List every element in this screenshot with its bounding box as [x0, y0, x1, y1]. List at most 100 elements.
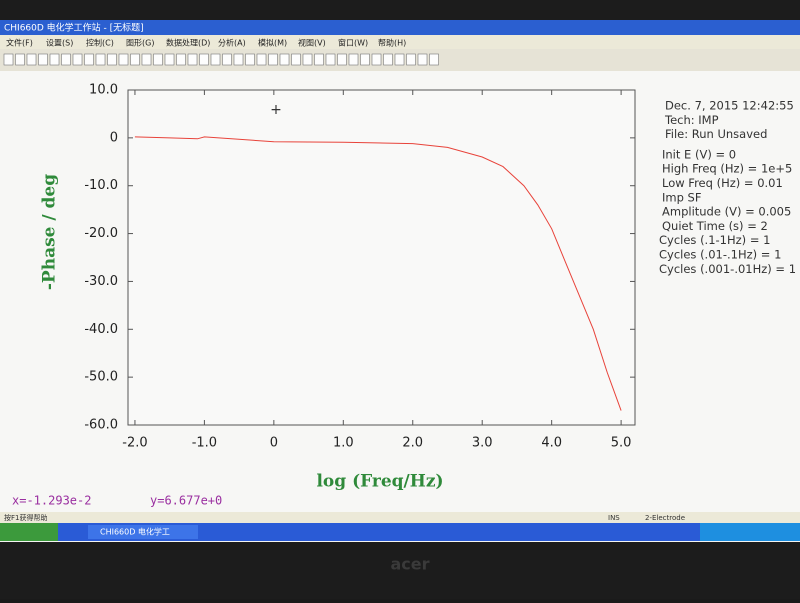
menu-item[interactable]: 控制(C): [86, 38, 114, 48]
tool-icon: [371, 53, 382, 66]
x-tick-label: 4.0: [541, 436, 562, 451]
tool-icon: [394, 53, 405, 66]
tool-icon: [360, 53, 370, 66]
tool-icon: [72, 53, 83, 66]
tool-icon: [291, 53, 301, 66]
tool-icon: [187, 53, 198, 66]
tool-icon: [279, 53, 290, 66]
info-line: Cycles (.01-.1Hz) = 1: [659, 248, 781, 262]
menu-item[interactable]: 文件(F): [6, 38, 33, 48]
x-axis-label: log (Freq/Hz): [316, 472, 443, 492]
task-label: CHI660D 电化学工: [100, 527, 170, 537]
task-button[interactable]: [88, 525, 198, 539]
status-bar: [0, 512, 800, 523]
x-tick-label: -1.0: [192, 436, 217, 451]
status-mode: INS: [608, 514, 620, 522]
tool-icon: [256, 53, 267, 66]
status-help: 按F1获得帮助: [4, 513, 47, 522]
plot-frame: [127, 89, 636, 426]
tool-icon: [325, 53, 336, 66]
tool-icon: [417, 53, 428, 66]
y-tick-label: -30.0: [84, 274, 118, 289]
tool-icon: [176, 53, 186, 66]
tool-icon: [302, 53, 313, 66]
tool-icon: [233, 53, 244, 66]
tool-icon: [210, 53, 221, 66]
info-line: Init E (V) = 0: [662, 147, 736, 161]
y-tick-label: -20.0: [84, 226, 118, 241]
x-tick-label: 0: [270, 436, 278, 451]
menu: 文件(F) 设置(S) 控制(C) 图形(G) 数据处理(D) 分析(A) 模拟(M) 视图(…: [6, 38, 406, 48]
y-axis-label: -Phase / deg: [40, 174, 60, 290]
x-tick-label: 1.0: [333, 436, 354, 451]
x-tick-label: 2.0: [402, 436, 423, 451]
tool-icon: [49, 53, 60, 66]
tool-icon: [199, 53, 209, 66]
y-tick-label: -50.0: [84, 370, 118, 385]
info-line: Low Freq (Hz) = 0.01: [662, 176, 783, 190]
tool-icon: [337, 53, 347, 66]
info-line: High Freq (Hz) = 1e+5: [662, 162, 792, 176]
cursor-cross: +: [270, 102, 282, 118]
info-line: Cycles (.1-1Hz) = 1: [659, 233, 770, 247]
start-button[interactable]: [0, 523, 58, 541]
tool-icon: [268, 53, 278, 66]
menu-item[interactable]: 模拟(M): [258, 38, 287, 48]
x-tick-label: -2.0: [122, 436, 147, 451]
tool-icon: [26, 53, 37, 66]
info-line: File: Run Unsaved: [665, 127, 767, 141]
phase-line: [134, 136, 622, 411]
toolbar-icons: [3, 53, 439, 66]
info-line: Cycles (.001-.01Hz) = 1: [659, 262, 796, 276]
tool-icon: [314, 53, 324, 66]
tool-icon: [107, 53, 117, 66]
tool-icon: [84, 53, 94, 66]
status-electrode: 2-Electrode: [645, 514, 685, 522]
tool-icon: [118, 53, 129, 66]
taskbar: [0, 523, 800, 541]
tool-icon: [15, 53, 25, 66]
info-line: Tech: IMP: [664, 113, 719, 127]
tool-icon: [348, 53, 359, 66]
y-tick-label: 0: [110, 130, 118, 145]
tray: [700, 523, 800, 541]
cursor-x: x=-1.293e-2: [12, 494, 91, 508]
tool-icon: [383, 53, 393, 66]
menu-item[interactable]: 视图(V): [298, 38, 326, 48]
monitor-brand: acer: [390, 555, 429, 574]
info-line: Amplitude (V) = 0.005: [662, 205, 791, 219]
menu-item[interactable]: 帮助(H): [378, 38, 406, 48]
plot: 10.0 0 -10.0 -20.0 -30.0 -40.0 -50.0 -60.0 -2.0 -…: [84, 83, 636, 451]
tool-icon: [406, 53, 416, 66]
menu-item[interactable]: 窗口(W): [338, 38, 368, 48]
menu-item[interactable]: 数据处理(D): [166, 38, 210, 48]
tool-icon: [38, 53, 48, 66]
menu-item[interactable]: 图形(G): [126, 39, 154, 48]
tool-icon: [61, 53, 71, 66]
y-tick-label: -60.0: [84, 418, 118, 433]
menu-item[interactable]: 设置(S): [46, 38, 73, 48]
menu-bar: [0, 35, 800, 49]
tool-icon: [3, 53, 14, 66]
tool-icon: [164, 53, 175, 66]
tool-icon: [95, 53, 106, 66]
tool-icon: [141, 53, 152, 66]
y-tick-label: -10.0: [84, 178, 118, 193]
tool-icon: [153, 53, 163, 66]
info-line: Dec. 7, 2015 12:42:55: [665, 99, 794, 113]
tool-icon: [429, 53, 439, 66]
title-bar: [0, 20, 800, 35]
x-tick-label: 3.0: [472, 436, 493, 451]
tool-icon: [222, 53, 232, 66]
tool-icon: [130, 53, 140, 66]
tool-icon: [245, 53, 255, 66]
info-line: Imp SF: [662, 190, 701, 204]
window-title: CHI660D 电化学工作站 - [无标题]: [4, 22, 144, 34]
menu-item[interactable]: 分析(A): [218, 38, 246, 48]
y-tick-label: 10.0: [89, 83, 118, 98]
cursor-y: y=6.677e+0: [150, 494, 222, 508]
x-tick-label: 5.0: [611, 436, 632, 451]
